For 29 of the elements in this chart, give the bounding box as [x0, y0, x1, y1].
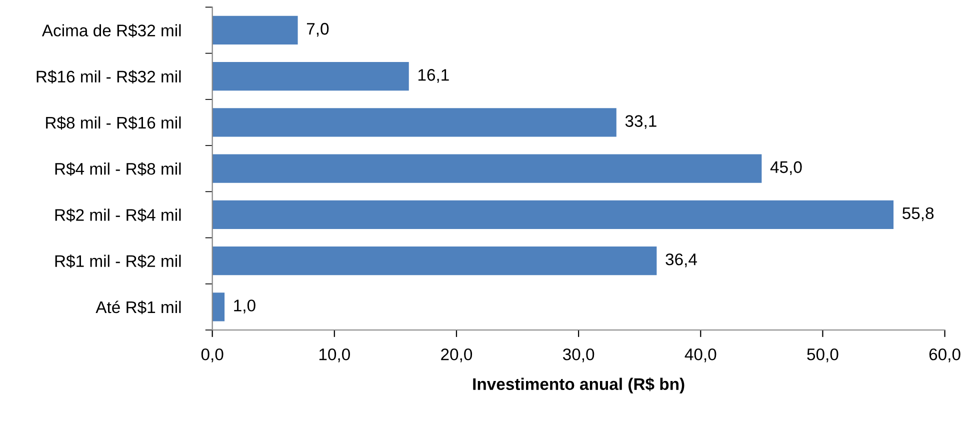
- x-tick-label: 20,0: [441, 348, 472, 362]
- bar: [212, 108, 616, 137]
- bar: [212, 246, 657, 276]
- y-tick-label: R$8 mil - R$16 mil: [46, 116, 181, 130]
- data-label: 7,0: [306, 22, 329, 37]
- x-tick-label: 0,0: [201, 348, 224, 362]
- y-tick-label: R$4 mil - R$8 mil: [55, 162, 181, 176]
- data-label: 55,8: [902, 207, 934, 222]
- y-tick-label: Acima de R$32 mil: [42, 24, 181, 38]
- x-tick-label: 40,0: [684, 348, 716, 362]
- x-tick-label: 50,0: [807, 348, 838, 362]
- bar: [212, 16, 298, 45]
- x-axis-title: Investimento anual (R$ bn): [473, 377, 684, 394]
- x-tick-label: 30,0: [562, 348, 594, 362]
- bar: [212, 62, 409, 91]
- data-label: 1,0: [234, 300, 256, 314]
- y-tick-label: Até R$1 mil: [96, 300, 181, 314]
- data-label: 45,0: [770, 161, 802, 176]
- bar: [212, 154, 762, 183]
- x-tick-label: 10,0: [319, 348, 350, 362]
- y-tick-label: R$2 mil - R$4 mil: [55, 208, 181, 222]
- data-label: 36,4: [666, 254, 697, 268]
- y-tick-label: R$16 mil - R$32 mil: [36, 70, 181, 84]
- data-label: 16,1: [418, 69, 449, 83]
- bar: [212, 292, 225, 322]
- bar: [212, 200, 894, 230]
- y-tick-label: R$1 mil - R$2 mil: [55, 254, 181, 268]
- x-tick-label: 60,0: [929, 348, 960, 362]
- data-label: 33,1: [625, 115, 656, 129]
